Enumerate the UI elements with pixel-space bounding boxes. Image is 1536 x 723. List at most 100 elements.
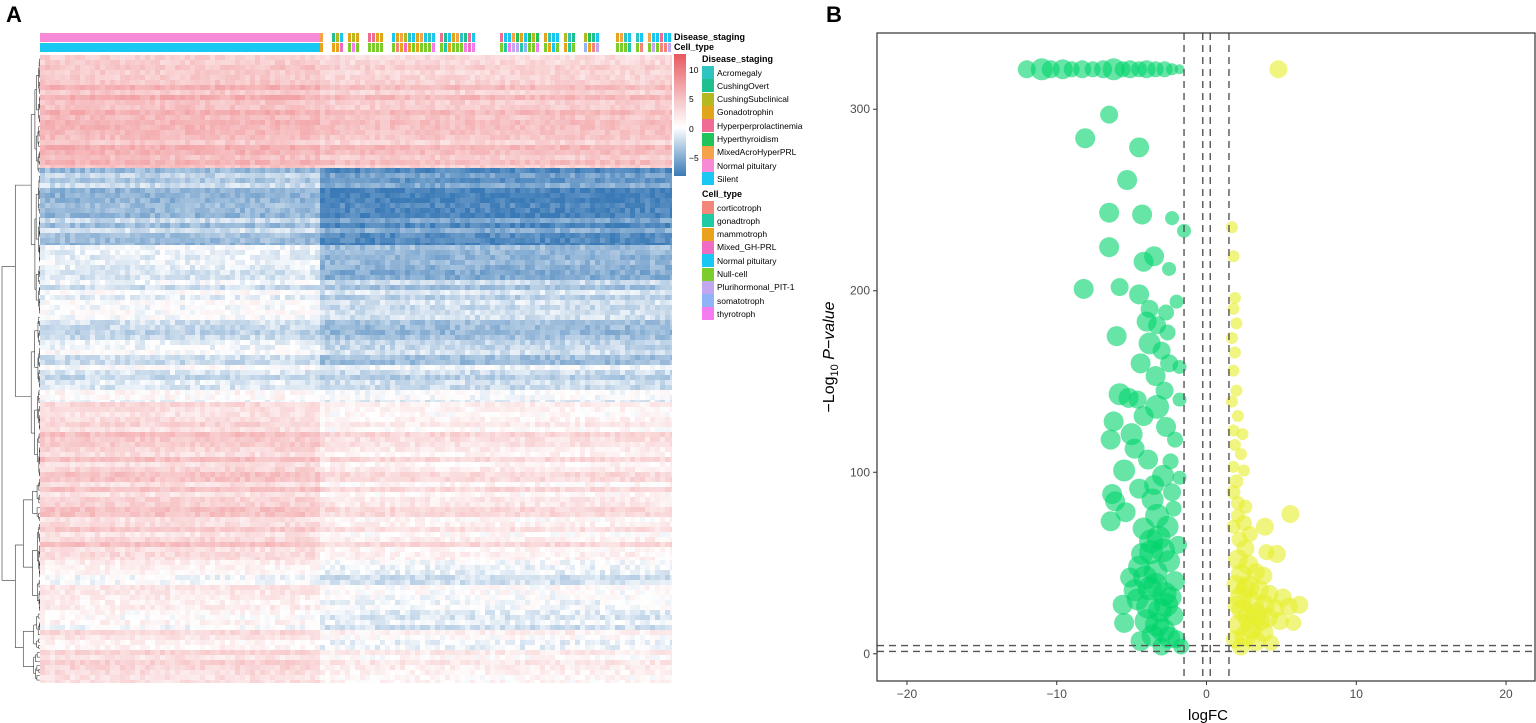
heatmap-cell [240,130,245,135]
heatmap-cell [205,183,210,188]
heatmap-cell [185,183,190,188]
heatmap-cell [375,70,380,75]
heatmap-cell [205,198,210,203]
heatmap-cell [455,125,460,130]
disease-staging-sample [636,33,639,42]
heatmap-cell [150,70,155,75]
heatmap-cell [345,165,350,168]
heatmap-cell [270,60,275,65]
heatmap-cell [350,95,355,100]
heatmap-cell [545,95,550,100]
heatmap-cell [180,165,185,168]
heatmap-cell [505,65,510,70]
heatmap-cell [665,183,670,188]
heatmap-cell [460,208,465,213]
heatmap-cell [255,60,260,65]
heatmap-cell [420,120,425,125]
heatmap-cell [455,115,460,120]
heatmap-cell [105,178,110,183]
heatmap-cell [610,110,615,115]
heatmap-cell [250,145,255,150]
heatmap-cell [60,80,65,85]
heatmap-cell [555,218,560,223]
heatmap-cell [435,85,440,90]
heatmap-cell [135,80,140,85]
heatmap-cell [355,160,360,165]
heatmap-cell [620,208,625,213]
heatmap-cell [165,165,170,168]
heatmap-cell [400,198,405,203]
heatmap-cell [95,208,100,213]
heatmap-cell [565,208,570,213]
heatmap-cell [275,130,280,135]
heatmap-cell [635,145,640,150]
heatmap-cell [210,115,215,120]
heatmap-cell [150,60,155,65]
heatmap-cell [280,213,285,218]
cell-type-sample [652,43,655,52]
heatmap-cell [345,160,350,165]
heatmap-cell [480,178,485,183]
heatmap-cell [445,105,450,110]
heatmap-cell [450,120,455,125]
heatmap-cell [320,65,325,70]
heatmap-cell [40,193,45,198]
heatmap-cell [220,100,225,105]
heatmap-cell [640,208,645,213]
heatmap-cell [640,90,645,95]
heatmap-cell [440,55,445,60]
heatmap-cell [125,60,130,65]
heatmap-cell [475,100,480,105]
heatmap-cell [380,65,385,70]
heatmap-cell [380,105,385,110]
heatmap-cell [140,188,145,193]
heatmap-cell [40,160,45,165]
heatmap-cell [460,130,465,135]
heatmap-cell [620,100,625,105]
heatmap-cell [140,203,145,208]
heatmap-cell [475,65,480,70]
heatmap-cell [595,110,600,115]
heatmap-cell [665,193,670,198]
heatmap-cell [100,120,105,125]
heatmap-cell [255,168,260,173]
heatmap-cell [270,65,275,70]
heatmap-cell [245,75,250,80]
heatmap-cell [135,178,140,183]
heatmap-cell [315,85,320,90]
heatmap-cell [260,150,265,155]
heatmap-cell [380,120,385,125]
heatmap-cell [165,145,170,150]
heatmap-cell [95,130,100,135]
heatmap-cell [420,155,425,160]
heatmap-cell [490,188,495,193]
heatmap-cell [515,178,520,183]
heatmap-cell [465,95,470,100]
heatmap-cell [510,183,515,188]
heatmap-cell [185,193,190,198]
heatmap-cell [625,70,630,75]
heatmap-cell [275,125,280,130]
heatmap-cell [165,218,170,223]
heatmap-cell [470,55,475,60]
heatmap-cell [75,208,80,213]
heatmap-cell [605,145,610,150]
heatmap-cell [385,188,390,193]
heatmap-cell [410,188,415,193]
heatmap-cell [60,65,65,70]
heatmap-cell [90,120,95,125]
heatmap-cell [345,155,350,160]
heatmap-cell [635,155,640,160]
heatmap-cell [110,120,115,125]
heatmap-cell [260,155,265,160]
heatmap-cell [345,150,350,155]
heatmap-cell [360,145,365,150]
heatmap-cell [250,198,255,203]
heatmap-cell [75,173,80,178]
heatmap-cell [530,188,535,193]
heatmap-cell [565,130,570,135]
heatmap-cell [555,155,560,160]
heatmap-cell [235,145,240,150]
heatmap-cell [245,203,250,208]
heatmap-cell [440,145,445,150]
